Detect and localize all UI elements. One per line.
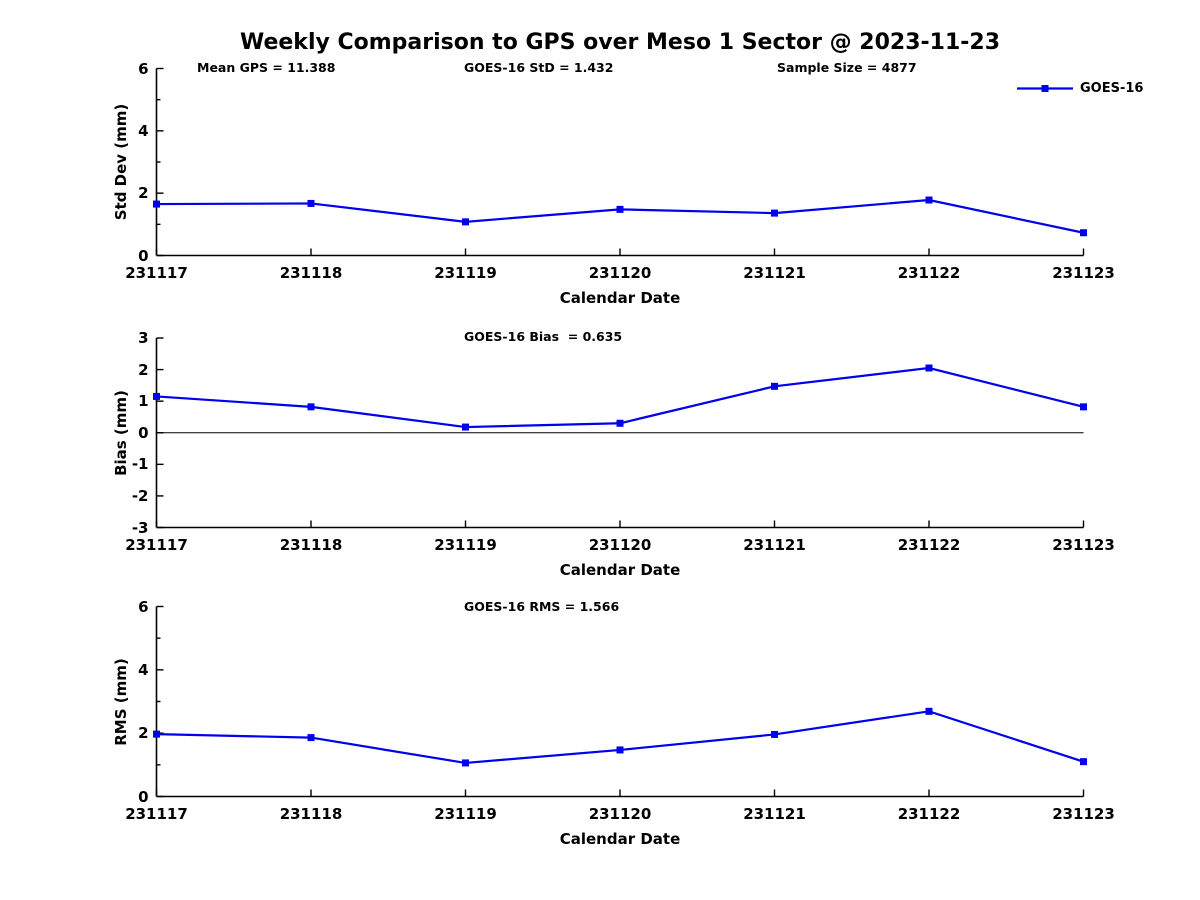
series-marker-goes-16 [462,423,469,431]
x-axis-label: Calendar Date [559,288,681,307]
series-marker-goes-16 [616,205,624,213]
x-tick-label: 231117 [125,535,188,554]
series-marker-goes-16 [771,209,778,217]
y-tick-label: -1 [131,455,149,474]
series-marker-goes-16 [1080,229,1087,237]
x-tick-label: 231120 [588,263,652,282]
x-tick-label: 231121 [743,535,806,554]
x-tick-label: 231121 [743,263,806,282]
y-tick-label: -3 [131,518,149,537]
series-marker-goes-16 [1080,403,1087,411]
x-tick-label: 231122 [897,263,961,282]
series-marker-goes-16 [307,734,315,742]
series-marker-goes-16 [462,759,469,767]
series-marker-goes-16 [925,196,933,204]
x-tick-label: 231123 [1052,804,1115,823]
x-tick-label: 231118 [279,535,343,554]
x-tick-label: 231119 [434,263,497,282]
series-line-goes-16 [156,710,1084,765]
x-tick-label: 231121 [743,804,806,823]
y-tick-label: -2 [131,486,149,505]
series-marker-goes-16 [1080,758,1087,766]
x-tick-label: 231117 [125,263,188,282]
series-marker-goes-16 [925,364,933,372]
series-marker-goes-16 [307,199,315,207]
x-axis-label: Calendar Date [559,560,681,579]
x-tick-label: 231118 [279,263,343,282]
series-line-goes-16 [156,198,1084,234]
chart-2 [153,605,1087,798]
series-marker-goes-16 [153,392,160,400]
series-marker-goes-16 [153,200,160,208]
chart-annotation: Mean GPS = 11.388 [197,60,336,75]
chart-annotation: Sample Size = 4877 [777,60,917,75]
x-tick-label: 231118 [279,804,343,823]
x-tick-label: 231119 [434,535,497,554]
y-tick-label: 1 [138,392,149,411]
chart-annotation: GOES-16 RMS = 1.566 [464,599,620,614]
y-axis-label: RMS (mm) [112,657,130,746]
chart-annotation: GOES-16 Bias = 0.635 [464,329,623,344]
series-marker-goes-16 [771,382,778,390]
chart-0 [153,67,1087,257]
y-tick-label: 2 [138,360,149,379]
chart-annotation: GOES-16 StD = 1.432 [464,60,614,75]
x-tick-label: 231122 [897,535,961,554]
y-tick-label: 3 [138,329,149,347]
x-tick-label: 231123 [1052,535,1115,554]
x-tick-label: 231123 [1052,263,1115,282]
y-tick-label: 2 [138,184,149,203]
y-tick-label: 0 [138,423,149,442]
y-tick-label: 0 [138,787,149,806]
y-tick-label: 6 [138,597,149,616]
x-tick-label: 231119 [434,804,497,823]
x-tick-label: 231120 [588,804,652,823]
series-marker-goes-16 [307,403,315,411]
chart-1 [153,337,1087,529]
x-tick-label: 231120 [588,535,652,554]
series-marker-goes-16 [925,707,933,715]
x-axis-label: Calendar Date [559,829,681,848]
x-tick-label: 231117 [125,804,188,823]
series-line-goes-16 [156,366,1084,429]
series-marker-goes-16 [616,746,624,754]
x-tick-label: 231122 [897,804,961,823]
y-tick-label: 2 [138,724,149,743]
series-marker-goes-16 [616,419,624,427]
series-marker-goes-16 [153,730,160,738]
figure-title: Weekly Comparison to GPS over Meso 1 Sec… [239,30,1001,55]
y-tick-label: 4 [138,121,149,140]
legend-marker [1041,85,1049,92]
legend [1017,85,1073,92]
y-axis-label: Std Dev (mm) [112,103,130,221]
legend-label: GOES-16 [1080,81,1144,96]
y-tick-label: 6 [138,59,149,78]
y-tick-label: 0 [138,246,149,265]
series-marker-goes-16 [462,218,469,226]
y-axis-label: Bias (mm) [112,389,130,476]
series-marker-goes-16 [771,730,778,738]
y-tick-label: 4 [138,660,149,679]
